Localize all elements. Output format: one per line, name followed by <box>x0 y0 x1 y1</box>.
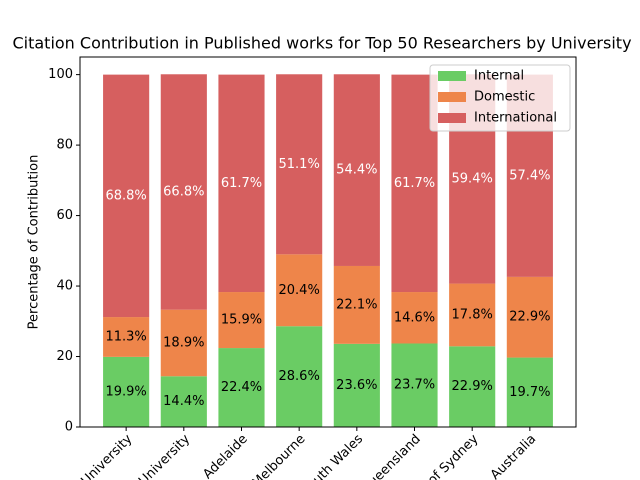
value-label: 51.1% <box>279 157 320 172</box>
value-label: 66.8% <box>163 184 204 199</box>
bar-segment <box>103 74 150 318</box>
x-tick-label: Australia <box>488 432 539 480</box>
bar-segment <box>103 356 150 427</box>
chart-title: Citation Contribution in Published works… <box>12 34 631 53</box>
value-label: 22.1% <box>336 297 377 312</box>
legend-swatch <box>438 92 466 102</box>
y-axis-label: Percentage of Contribution <box>27 155 42 330</box>
y-tick-label: 60 <box>56 208 73 223</box>
bar-segment <box>333 265 380 344</box>
bar-segment <box>218 348 265 427</box>
legend-label: Domestic <box>474 90 535 105</box>
bar-segment <box>160 309 207 377</box>
x-tick-label: Queensland <box>358 432 423 480</box>
value-label: 15.9% <box>221 313 262 328</box>
bar-segment <box>160 376 207 427</box>
x-tick-label: Adelaide <box>200 432 250 480</box>
bar-segment <box>391 343 438 427</box>
bar-segment <box>276 254 323 327</box>
bar-segment <box>276 326 323 427</box>
value-label: 68.8% <box>105 188 146 203</box>
legend-label: Internal <box>474 69 524 84</box>
y-tick-label: 0 <box>65 420 73 435</box>
x-tick-label: University <box>136 431 193 480</box>
value-label: 11.3% <box>105 329 146 344</box>
bar-segment <box>333 343 380 427</box>
legend-swatch <box>438 113 466 123</box>
bar-segment <box>160 74 207 310</box>
plot-frame <box>79 56 577 428</box>
bar-segment <box>333 74 380 266</box>
value-label: 23.6% <box>336 378 377 393</box>
bar-segment <box>449 283 496 347</box>
value-label: 22.9% <box>452 379 493 394</box>
x-tick-label: South Wales <box>299 432 367 480</box>
x-tick-label: Melbourne <box>249 432 308 480</box>
bar-segment <box>276 74 323 255</box>
value-label: 23.7% <box>394 378 435 393</box>
value-label: 20.4% <box>279 283 320 298</box>
y-tick-label: 100 <box>48 67 73 82</box>
value-label: 14.4% <box>163 394 204 409</box>
x-tick-label: of Sydney <box>425 431 482 480</box>
value-label: 59.4% <box>452 171 493 186</box>
bar-segment <box>449 346 496 427</box>
value-label: 19.9% <box>105 384 146 399</box>
legend-swatch <box>438 71 466 81</box>
value-label: 14.6% <box>394 310 435 325</box>
bar-segment <box>506 357 553 427</box>
bar-segment <box>218 292 265 349</box>
value-label: 61.7% <box>394 176 435 191</box>
value-label: 19.7% <box>509 385 550 400</box>
bar-segment <box>391 292 438 344</box>
value-label: 22.9% <box>509 310 550 325</box>
x-tick-label: University <box>78 431 135 480</box>
bar-segment <box>506 276 553 358</box>
y-tick-label: 80 <box>56 138 73 153</box>
value-label: 54.4% <box>336 163 377 178</box>
legend-label: International <box>474 111 557 126</box>
y-tick-label: 40 <box>56 279 73 294</box>
value-label: 61.7% <box>221 176 262 191</box>
value-label: 57.4% <box>509 168 550 183</box>
value-label: 18.9% <box>163 335 204 350</box>
y-tick-label: 20 <box>56 349 73 364</box>
bar-segment <box>218 74 265 293</box>
bar-segment <box>103 317 150 357</box>
value-label: 17.8% <box>452 307 493 322</box>
value-label: 22.4% <box>221 380 262 395</box>
value-label: 28.6% <box>279 369 320 384</box>
